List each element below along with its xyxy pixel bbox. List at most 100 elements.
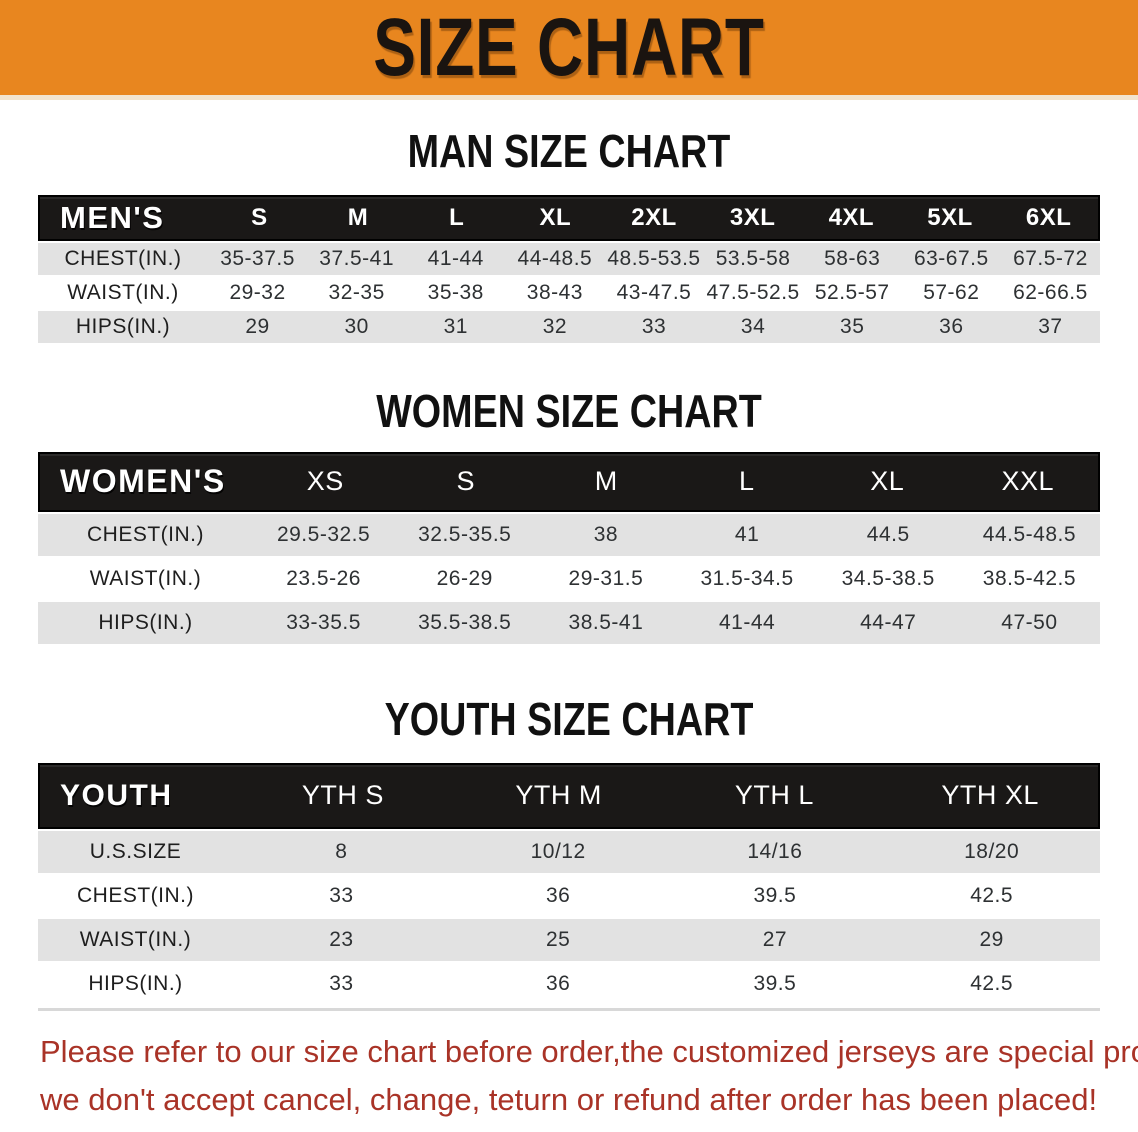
- table-cell: 44-47: [860, 610, 917, 634]
- table-cell: 42.5: [970, 883, 1014, 907]
- table-cell: 27: [762, 927, 788, 951]
- table-cell: 47.5-52.5: [706, 281, 800, 305]
- table-cell: 34: [740, 315, 766, 339]
- table-cell: 36: [545, 971, 571, 995]
- table-cell: 53.5-58: [715, 247, 791, 271]
- table-cell: 38-43: [526, 281, 583, 305]
- row-label: WAIST(IN.): [79, 927, 192, 951]
- row-label: U.S.SIZE: [89, 839, 182, 863]
- women-table-header: WOMEN'S XS S M L XL XXL: [38, 451, 1100, 512]
- table-cell: 32: [542, 315, 568, 339]
- table-cell: 41-44: [718, 610, 776, 634]
- disclaimer-line: Please refer to our size chart before or…: [40, 1033, 1138, 1069]
- table-cell: 44.5: [866, 522, 910, 546]
- table-cell: 30: [344, 315, 369, 339]
- men-size-table: MEN'S S M L XL 2XL 3XL 4XL 5XL 6XL CHEST…: [38, 195, 1100, 344]
- table-row: WAIST(IN.) 23 25 27 29: [38, 918, 1100, 961]
- table-cell: 29-31.5: [568, 566, 644, 590]
- table-cell: 35: [840, 315, 865, 339]
- column-header: YTH M: [515, 780, 602, 811]
- row-label: HIPS(IN.): [98, 610, 193, 634]
- table-cell: 33: [641, 315, 667, 339]
- youth-table-header: YOUTH YTH S YTH M YTH L YTH XL: [38, 762, 1100, 829]
- table-row: CHEST(IN.) 33 36 39.5 42.5: [38, 874, 1100, 917]
- table-cell: 38.5-41: [568, 610, 644, 634]
- table-cell: 43-47.5: [616, 281, 692, 305]
- table-cell: 39.5: [753, 883, 797, 907]
- men-section-title: MAN SIZE CHART: [407, 125, 731, 177]
- column-header: XS: [306, 466, 344, 497]
- table-row: CHEST(IN.) 35-37.5 37.5-41 41-44 44-48.5…: [38, 243, 1100, 276]
- table-cell: 10/12: [530, 839, 586, 863]
- women-section-title: WOMEN SIZE CHART: [376, 385, 762, 438]
- table-cell: 57-62: [923, 281, 980, 305]
- men-table-header: MEN'S S M L XL 2XL 3XL 4XL 5XL 6XL: [38, 195, 1100, 242]
- table-cell: 52.5-57: [814, 281, 890, 305]
- table-cell: 31.5-34.5: [700, 566, 794, 590]
- table-cell: 29.5-32.5: [276, 522, 371, 546]
- column-header: YTH L: [734, 780, 814, 811]
- table-row: WAIST(IN.) 23.5-26 26-29 29-31.5 31.5-34…: [38, 557, 1100, 600]
- youth-corner-label: YOUTH: [60, 778, 173, 812]
- row-label: WAIST(IN.): [89, 566, 202, 590]
- table-cell: 67.5-72: [1013, 247, 1088, 271]
- disclaimer-line: we don't accept cancel, change, teturn o…: [40, 1081, 1098, 1117]
- table-cell: 32-35: [328, 281, 385, 305]
- table-cell: 37: [1038, 315, 1063, 339]
- women-corner-label: WOMEN'S: [60, 463, 226, 500]
- column-header: L: [449, 204, 465, 232]
- column-header: 6XL: [1025, 204, 1072, 232]
- table-cell: 38: [593, 522, 619, 546]
- table-cell: 36: [545, 883, 571, 907]
- column-header: S: [251, 204, 268, 232]
- column-header: XL: [539, 204, 572, 232]
- table-cell: 37.5-41: [319, 247, 395, 271]
- table-cell: 23.5-26: [286, 566, 361, 590]
- women-size-table: WOMEN'S XS S M L XL XXL CHEST(IN.) 29.5-…: [38, 451, 1100, 644]
- row-label: HIPS(IN.): [88, 971, 183, 995]
- youth-section-title: YOUTH SIZE CHART: [384, 692, 754, 745]
- column-header: 5XL: [927, 204, 973, 232]
- column-header: L: [738, 466, 755, 497]
- table-cell: 33-35.5: [286, 610, 361, 634]
- table-cell: 36: [939, 315, 964, 339]
- table-bottom-divider: [38, 1007, 1100, 1011]
- table-row: HIPS(IN.) 29 30 31 32 33 34 35 36 37: [38, 311, 1100, 344]
- table-cell: 39.5: [753, 971, 797, 995]
- table-cell: 25: [545, 927, 571, 951]
- table-cell: 29-32: [229, 281, 286, 305]
- row-label: CHEST(IN.): [77, 883, 194, 907]
- column-header: 2XL: [631, 204, 677, 232]
- column-header: S: [456, 466, 475, 497]
- row-label: HIPS(IN.): [75, 315, 171, 339]
- table-cell: 8: [335, 839, 348, 863]
- column-header: 3XL: [729, 204, 776, 232]
- table-cell: 58-63: [824, 247, 881, 271]
- row-label: WAIST(IN.): [67, 281, 179, 305]
- table-cell: 29: [979, 927, 1004, 951]
- column-header: YTH S: [301, 780, 384, 811]
- table-cell: 31: [443, 315, 468, 339]
- table-cell: 35-38: [427, 281, 484, 305]
- men-corner-label: MEN'S: [60, 200, 165, 236]
- table-cell: 18/20: [964, 839, 1020, 863]
- banner: SIZE CHART: [0, 0, 1138, 100]
- table-row: U.S.SIZE 8 10/12 14/16 18/20: [38, 830, 1100, 873]
- table-cell: 35.5-38.5: [418, 610, 512, 634]
- table-row: HIPS(IN.) 33-35.5 35.5-38.5 38.5-41 41-4…: [38, 601, 1100, 644]
- table-cell: 62-66.5: [1013, 281, 1088, 305]
- table-row: WAIST(IN.) 29-32 32-35 35-38 38-43 43-47…: [38, 277, 1100, 310]
- disclaimer: Please refer to our size chart before or…: [40, 1028, 1138, 1124]
- table-cell: 44-48.5: [517, 247, 593, 271]
- column-header: XL: [870, 466, 905, 497]
- table-cell: 34.5-38.5: [841, 566, 935, 590]
- table-cell: 38.5-42.5: [982, 566, 1077, 590]
- column-header: XXL: [1001, 466, 1055, 497]
- banner-title: SIZE CHART: [373, 1, 765, 93]
- table-cell: 32.5-35.5: [418, 522, 512, 546]
- column-header: M: [594, 466, 618, 497]
- table-cell: 29: [245, 315, 270, 339]
- table-cell: 44.5-48.5: [982, 522, 1077, 546]
- table-cell: 41: [734, 522, 760, 546]
